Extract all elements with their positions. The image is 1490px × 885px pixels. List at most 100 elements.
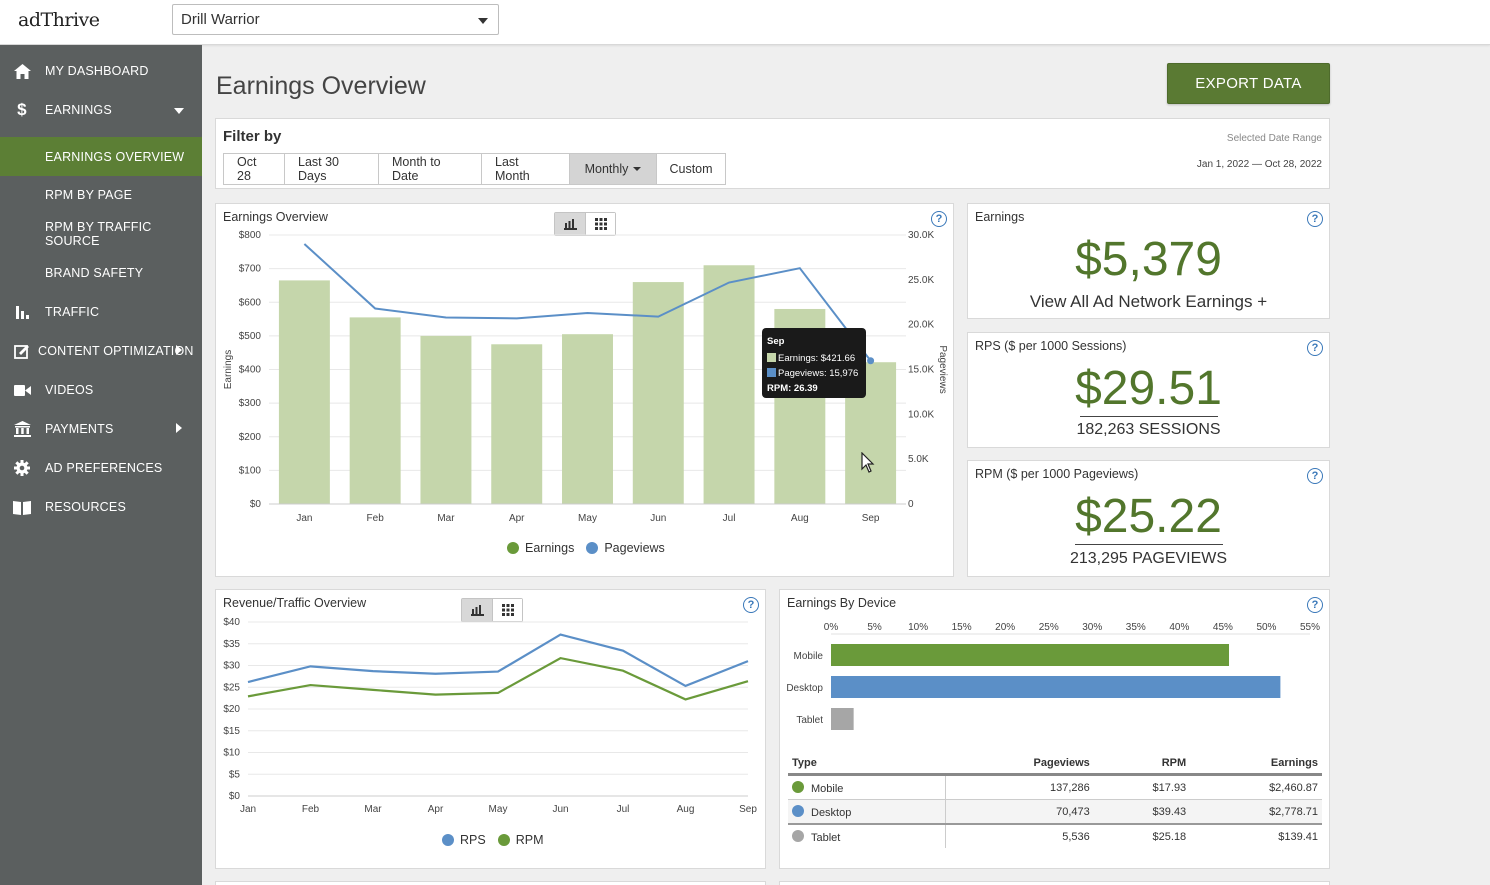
- series-line: [247, 656, 749, 701]
- grid-icon: [594, 218, 607, 230]
- x-tick-label: 20%: [995, 622, 1015, 633]
- table-view-button[interactable]: [585, 213, 615, 235]
- sidebar-item-resources[interactable]: RESOURCES: [0, 489, 202, 525]
- bar-chart-icon: [13, 303, 31, 321]
- filter-monthly-dropdown[interactable]: Monthly: [569, 153, 657, 185]
- tooltip-pageviews: Pageviews: 15,976: [767, 365, 861, 382]
- earnings-cell: $2,460.87: [1190, 774, 1322, 800]
- dollar-icon: $: [17, 100, 27, 119]
- x-tick-label: 45%: [1213, 622, 1233, 633]
- x-tick-label: 40%: [1169, 622, 1189, 633]
- y-tick-label: $35: [223, 639, 240, 650]
- legend-item-earnings[interactable]: Earnings: [507, 541, 574, 555]
- device-bar: [831, 676, 1281, 698]
- grid-icon: [501, 604, 514, 616]
- legend-item-pageviews[interactable]: Pageviews: [586, 541, 665, 555]
- table-view-button[interactable]: [492, 599, 522, 621]
- x-tick-label: Jul: [617, 804, 630, 815]
- column-header: Pageviews: [945, 755, 1094, 776]
- app-logo[interactable]: adThrive: [18, 9, 100, 31]
- y2-tick-label: 25.0K: [908, 275, 934, 286]
- page-title: Earnings Overview: [216, 72, 426, 100]
- sidebar-item-content-optimization[interactable]: CONTENT OPTIMIZATION: [0, 333, 202, 369]
- device-swatch: [792, 830, 804, 842]
- filter-last-30-days-button[interactable]: Last 30 Days: [284, 153, 379, 185]
- tooltip-title: Sep: [767, 336, 785, 347]
- sidebar-item-label: RPM BY PAGE: [45, 188, 133, 202]
- tooltip-earnings: Earnings: $421.66: [767, 350, 861, 367]
- sidebar-item-earnings[interactable]: $ EARNINGS: [0, 92, 202, 128]
- filter-oct-28-button[interactable]: Oct 28: [223, 153, 285, 185]
- sidebar-item-brand-safety[interactable]: BRAND SAFETY: [0, 255, 202, 291]
- sidebar-item-rpm-by-page[interactable]: RPM BY PAGE: [0, 177, 202, 213]
- sidebar-item-traffic[interactable]: TRAFFIC: [0, 294, 202, 330]
- chevron-down-icon: [633, 167, 642, 171]
- legend-label: Pageviews: [604, 541, 665, 555]
- x-tick-label: Aug: [791, 513, 809, 524]
- help-icon[interactable]: ?: [1307, 211, 1323, 227]
- x-tick-label: 55%: [1300, 622, 1320, 633]
- card-title: RPS ($ per 1000 Sessions): [975, 339, 1127, 353]
- y-tick-label: $10: [223, 748, 240, 759]
- site-selector[interactable]: Drill Warrior: [172, 4, 499, 35]
- x-tick-label: Feb: [302, 804, 320, 815]
- earnings-cell: $139.41: [1278, 831, 1318, 843]
- sidebar-item-my-dashboard[interactable]: MY DASHBOARD: [0, 53, 202, 89]
- sidebar: MY DASHBOARD $ EARNINGS EARNINGS OVERVIE…: [0, 45, 202, 885]
- rpm-cell: $17.93: [1093, 774, 1191, 800]
- device-bar: [831, 708, 854, 730]
- legend-label: RPM: [515, 833, 544, 847]
- sidebar-item-ad-preferences[interactable]: AD PREFERENCES: [0, 450, 202, 486]
- sidebar-item-label: AD PREFERENCES: [45, 461, 163, 475]
- home-icon: [13, 62, 31, 80]
- filter-last-month-button[interactable]: Last Month: [481, 153, 570, 185]
- help-icon[interactable]: ?: [931, 211, 947, 227]
- earnings-by-device-panel: Earnings By Device ? 0% 5% 10% 15% 20% 25% 30%…: [779, 589, 1330, 869]
- chart-title: Earnings Overview: [223, 210, 328, 224]
- y-tick-label: Desktop: [786, 683, 823, 694]
- sessions-count: 182,263 SESSIONS: [1076, 421, 1221, 438]
- y-tick-label: $40: [223, 617, 240, 628]
- top-bar: adThrive Drill Warrior: [0, 0, 1490, 45]
- bar: [491, 344, 543, 504]
- y-tick-label: $20: [223, 704, 240, 715]
- sidebar-item-rpm-by-traffic-source[interactable]: RPM BY TRAFFIC SOURCE: [0, 216, 202, 252]
- sidebar-item-videos[interactable]: VIDEOS: [0, 372, 202, 408]
- legend-swatch: [442, 834, 454, 846]
- legend-label: RPS: [460, 833, 486, 847]
- bar-chart-icon: [563, 218, 577, 230]
- chart-legend: Earnings Pageviews: [507, 541, 677, 555]
- x-tick-label: Mar: [364, 804, 382, 815]
- sidebar-item-payments[interactable]: PAYMENTS: [0, 411, 202, 447]
- rpm-value: $25.22: [1075, 490, 1222, 543]
- chart-title: Earnings By Device: [787, 596, 897, 610]
- chevron-down-icon: [174, 103, 184, 117]
- sidebar-item-label: PAYMENTS: [45, 422, 114, 436]
- help-icon[interactable]: ?: [1307, 340, 1323, 356]
- sidebar-item-earnings-overview[interactable]: EARNINGS OVERVIEW: [0, 137, 202, 176]
- series-line: [247, 633, 749, 688]
- filter-month-to-date-button[interactable]: Month to Date: [378, 153, 482, 185]
- bar: [703, 265, 755, 504]
- y-tick-label: $600: [239, 297, 262, 308]
- export-data-button[interactable]: EXPORT DATA: [1167, 63, 1330, 104]
- help-icon[interactable]: ?: [743, 597, 759, 613]
- help-icon[interactable]: ?: [1307, 468, 1323, 484]
- view-all-earnings-link[interactable]: View All Ad Network Earnings +: [1029, 292, 1268, 311]
- chart-tooltip: Sep Earnings: $421.66 Pageviews: 15,976 …: [762, 328, 866, 398]
- pageviews-cell: 5,536: [944, 824, 1094, 848]
- column-header: RPM: [1093, 755, 1191, 776]
- x-tick-label: May: [489, 804, 508, 815]
- device-swatch: [792, 805, 804, 817]
- help-icon[interactable]: ?: [1307, 597, 1323, 613]
- legend-item-rps[interactable]: RPS: [442, 833, 486, 847]
- y-tick-label: $300: [239, 398, 262, 409]
- filter-custom-button[interactable]: Custom: [656, 153, 726, 185]
- bar-chart-view-button[interactable]: [555, 213, 585, 235]
- sidebar-item-label: RESOURCES: [45, 500, 126, 514]
- next-panel-stub: [779, 881, 1330, 885]
- legend-item-rpm[interactable]: RPM: [497, 833, 544, 847]
- bar-chart-icon: [470, 604, 484, 616]
- y-tick-label: $700: [239, 264, 262, 275]
- bar-chart-view-button[interactable]: [462, 599, 492, 621]
